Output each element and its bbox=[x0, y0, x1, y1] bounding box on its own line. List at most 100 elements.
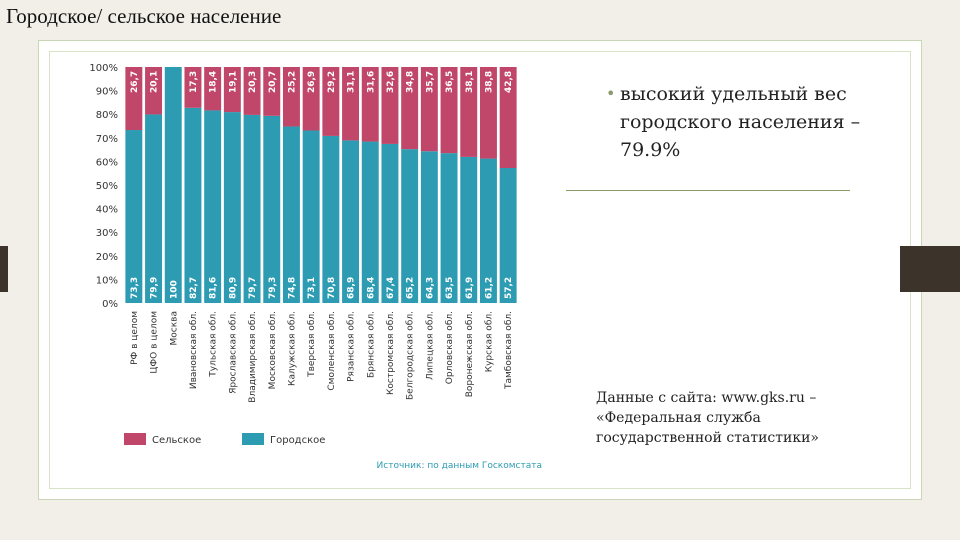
y-tick-label: 80% bbox=[96, 110, 118, 121]
bar-rural bbox=[322, 67, 340, 136]
data-label-rural: 34,8 bbox=[406, 71, 416, 93]
data-label-urban: 68,4 bbox=[366, 277, 376, 299]
data-label-urban: 64,3 bbox=[425, 277, 435, 299]
data-label-rural: 29,2 bbox=[327, 71, 337, 93]
bar-rural bbox=[282, 67, 300, 127]
data-label-rural: 19,1 bbox=[228, 71, 238, 93]
y-tick-label: 30% bbox=[96, 228, 118, 239]
category-label: Костромская обл. bbox=[386, 311, 396, 395]
bar-rural bbox=[223, 67, 241, 113]
category-label: Ивановская обл. bbox=[189, 311, 199, 389]
bar-rural bbox=[499, 67, 517, 169]
bar-urban bbox=[460, 156, 478, 303]
y-tick-label: 10% bbox=[96, 275, 118, 286]
bar-urban bbox=[204, 110, 222, 303]
data-label-rural: 20,3 bbox=[248, 71, 258, 93]
category-label: Москва bbox=[169, 311, 179, 345]
bar-rural bbox=[204, 67, 222, 111]
y-tick-label: 70% bbox=[96, 134, 118, 145]
y-tick-label: 50% bbox=[96, 181, 118, 192]
data-label-urban: 79,9 bbox=[150, 277, 160, 299]
data-label-urban: 61,9 bbox=[465, 277, 475, 299]
bar-rural bbox=[184, 67, 202, 108]
bar-rural bbox=[401, 67, 419, 150]
bar-rural bbox=[361, 67, 379, 142]
category-label: Белгородская обл. bbox=[406, 311, 416, 400]
data-label-urban: 73,3 bbox=[130, 277, 140, 299]
bar-rural bbox=[342, 67, 360, 141]
category-label: Владимирская обл. bbox=[248, 311, 258, 403]
bar-urban bbox=[243, 114, 261, 303]
legend-label-rural: Сельское bbox=[152, 435, 201, 446]
bullet-dot-icon: • bbox=[606, 84, 616, 103]
divider-line bbox=[566, 190, 850, 191]
bar-urban bbox=[499, 168, 517, 303]
chart-source: Источник: по данным Госкомстата bbox=[377, 461, 542, 471]
category-label: РФ в целом bbox=[130, 311, 140, 365]
bar-rural bbox=[302, 67, 320, 131]
data-label-rural: 25,2 bbox=[287, 71, 297, 93]
category-label: Воронежская обл. bbox=[465, 311, 475, 397]
data-label-urban: 79,7 bbox=[248, 277, 258, 299]
category-label: Тульская обл. bbox=[209, 311, 219, 378]
category-label: Тверская обл. bbox=[307, 311, 317, 378]
category-label: Брянская обл. bbox=[366, 311, 376, 378]
bar-urban bbox=[145, 114, 163, 303]
category-label: Рязанская обл. bbox=[347, 311, 357, 382]
data-label-rural: 31,6 bbox=[366, 71, 376, 93]
y-tick-label: 100% bbox=[89, 63, 118, 74]
category-label: ЦФО в целом bbox=[150, 311, 160, 374]
data-label-rural: 26,9 bbox=[307, 71, 317, 93]
y-tick-label: 60% bbox=[96, 157, 118, 168]
bar-rural bbox=[145, 67, 163, 115]
data-label-rural: 36,5 bbox=[445, 71, 455, 93]
bar-urban bbox=[361, 141, 379, 303]
category-label: Орловская обл. bbox=[445, 311, 455, 384]
bar-rural bbox=[381, 67, 399, 144]
data-label-urban: 100 bbox=[169, 280, 179, 299]
right-side-tab bbox=[900, 246, 960, 292]
data-label-rural: 35,7 bbox=[425, 71, 435, 93]
data-label-urban: 80,9 bbox=[228, 277, 238, 299]
data-label-urban: 65,2 bbox=[406, 277, 416, 299]
legend-swatch-urban bbox=[242, 433, 264, 445]
data-label-urban: 61,2 bbox=[484, 277, 494, 299]
category-label: Ярославская обл. bbox=[228, 311, 238, 394]
category-label: Смоленская обл. bbox=[327, 311, 337, 391]
page-title: Городское/ сельское население bbox=[6, 4, 282, 28]
bar-rural bbox=[479, 67, 497, 159]
y-tick-label: 0% bbox=[102, 299, 118, 310]
data-label-rural: 17,3 bbox=[189, 71, 199, 93]
bar-urban bbox=[282, 126, 300, 303]
y-tick-label: 20% bbox=[96, 252, 118, 263]
bar-urban bbox=[342, 140, 360, 303]
data-label-urban: 63,5 bbox=[445, 277, 455, 299]
data-label-rural: 26,7 bbox=[130, 71, 140, 93]
data-label-urban: 57,2 bbox=[504, 277, 514, 299]
bar-urban bbox=[184, 107, 202, 303]
bar-urban bbox=[263, 115, 281, 303]
data-label-urban: 73,1 bbox=[307, 277, 317, 299]
bar-urban bbox=[381, 143, 399, 303]
bar-rural bbox=[460, 67, 478, 157]
bar-rural bbox=[420, 67, 438, 152]
source-note: Данные с сайта: www.gks.ru – «Федеральна… bbox=[596, 390, 819, 446]
data-label-urban: 70,8 bbox=[327, 277, 337, 299]
bar-rural bbox=[263, 67, 281, 116]
category-label: Курская обл. bbox=[484, 311, 494, 372]
left-side-tab bbox=[0, 246, 8, 292]
bullet-point: • высокий удельный вес городского населе… bbox=[606, 80, 880, 164]
bullet-text: высокий удельный вес городского населени… bbox=[620, 83, 861, 161]
bar-urban bbox=[125, 130, 143, 303]
data-label-urban: 81,6 bbox=[209, 277, 219, 299]
data-label-urban: 79,3 bbox=[268, 277, 278, 299]
category-label: Тамбовская обл. bbox=[504, 311, 514, 390]
data-label-rural: 38,1 bbox=[465, 71, 475, 93]
bar-urban bbox=[302, 130, 320, 303]
bar-rural bbox=[243, 67, 261, 115]
legend-label-urban: Городское bbox=[270, 435, 325, 446]
category-label: Московская обл. bbox=[268, 311, 278, 389]
data-label-rural: 20,7 bbox=[268, 71, 278, 93]
data-label-urban: 68,9 bbox=[347, 277, 357, 299]
data-label-urban: 82,7 bbox=[189, 277, 199, 299]
